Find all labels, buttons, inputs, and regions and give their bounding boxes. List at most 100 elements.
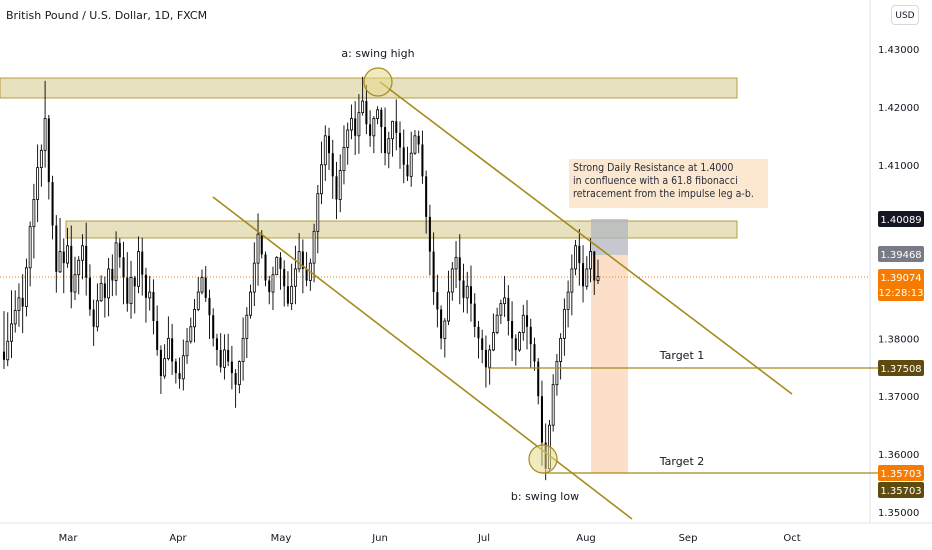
candle-body xyxy=(28,226,32,269)
candle-body xyxy=(51,182,54,226)
candle-body xyxy=(589,251,592,270)
time-axis[interactable]: Mar Apr May Jun Jul Aug Sep Oct xyxy=(59,533,801,544)
candle-body xyxy=(440,309,443,339)
candle-body xyxy=(499,303,503,316)
candle-body xyxy=(24,267,28,307)
candle-body xyxy=(578,245,581,264)
resistance-note[interactable]: Strong Daily Resistance at 1.4000 in con… xyxy=(569,159,768,208)
target1-label: Target 1 xyxy=(659,349,705,362)
candle-body xyxy=(305,268,308,281)
candle-body xyxy=(189,326,193,342)
candle-body xyxy=(293,268,297,287)
candle-body xyxy=(514,338,517,350)
candle-body xyxy=(227,349,230,362)
candle-body xyxy=(350,118,353,131)
currency-button[interactable]: USD xyxy=(891,5,919,25)
price-tick-label: 1.43000 xyxy=(878,45,919,56)
candle-body xyxy=(555,361,559,386)
candle-body xyxy=(320,164,323,195)
candle-body xyxy=(111,268,114,281)
candle-body xyxy=(144,274,147,298)
badge-resistance: 1.40089 xyxy=(878,211,924,227)
swing-high-label: a: swing high xyxy=(341,47,414,60)
candles xyxy=(2,76,600,481)
candle-body xyxy=(465,285,469,299)
candle-body xyxy=(413,135,417,154)
candle-body xyxy=(365,101,368,125)
candle-body xyxy=(462,280,465,298)
candle-body xyxy=(279,257,282,269)
candle-body xyxy=(99,282,103,302)
candle-body xyxy=(533,344,536,362)
price-tick-label: 1.35000 xyxy=(878,508,919,519)
candle-body xyxy=(443,320,447,339)
candle-body xyxy=(402,147,405,165)
candle-body xyxy=(551,384,555,426)
candle-body xyxy=(133,277,136,287)
lower-channel-line[interactable] xyxy=(212,196,633,520)
candle-body xyxy=(249,291,252,316)
candle-body xyxy=(570,268,574,293)
candle-body xyxy=(95,300,99,328)
candle-body xyxy=(529,326,532,345)
candle-body xyxy=(152,292,155,322)
swing-low-marker[interactable] xyxy=(528,444,558,474)
candle-body xyxy=(230,361,233,374)
candle-body xyxy=(406,164,409,177)
chart-title: British Pound / U.S. Dollar, 1D, FXCM xyxy=(6,9,208,22)
candle-body xyxy=(540,396,543,443)
candle-body xyxy=(13,310,17,325)
candle-body xyxy=(507,297,510,322)
candle-body xyxy=(88,277,91,310)
badge-resistance-text: 1.40089 xyxy=(880,215,921,226)
resistance-zone-lower[interactable] xyxy=(65,220,738,239)
candle-body xyxy=(174,361,177,374)
candle-body xyxy=(245,314,249,339)
target2-label: Target 2 xyxy=(659,455,705,468)
candle-body xyxy=(62,251,65,264)
candle-body xyxy=(417,135,420,145)
candle-body xyxy=(559,337,563,362)
badge-target2-b-text: 1.35703 xyxy=(880,486,921,497)
candle-body xyxy=(357,112,361,137)
candle-body xyxy=(395,121,398,133)
candle-body xyxy=(85,245,88,278)
badge-target1: 1.37508 xyxy=(878,360,924,376)
candle-body xyxy=(39,149,43,169)
swing-low-label: b: swing low xyxy=(511,490,579,503)
candle-body xyxy=(491,332,495,351)
candle-body xyxy=(593,251,596,281)
candle-body xyxy=(92,309,95,327)
time-tick-label: Aug xyxy=(576,533,596,544)
target-projection-box[interactable] xyxy=(591,255,628,473)
candle-body xyxy=(163,358,167,377)
candle-body xyxy=(566,291,570,310)
candle-body xyxy=(409,152,413,177)
time-tick-label: Jun xyxy=(371,533,388,544)
candle-body xyxy=(159,349,162,376)
candle-body xyxy=(338,170,342,200)
badge-countdown-text: 12:28:13 xyxy=(879,288,924,299)
candle-body xyxy=(171,338,174,362)
candle-body xyxy=(118,242,121,258)
badge-last-price-text: 1.39074 xyxy=(880,273,921,284)
candle-body xyxy=(342,146,346,171)
candle-body xyxy=(204,277,207,298)
candle-body xyxy=(196,291,200,310)
candle-body xyxy=(70,245,73,293)
badge-upper: 1.39468 xyxy=(878,246,924,262)
candle-body xyxy=(450,268,454,293)
stop-loss-box[interactable] xyxy=(591,219,628,255)
price-tick-label: 1.42000 xyxy=(878,103,919,114)
candle-body xyxy=(126,277,129,304)
badge-target2-a-text: 1.35703 xyxy=(880,469,921,480)
candle-body xyxy=(283,268,286,287)
upper-trendline[interactable] xyxy=(379,81,793,395)
candle-body xyxy=(596,276,600,281)
note-line-1: Strong Daily Resistance at 1.4000 xyxy=(573,162,734,174)
candle-body xyxy=(387,138,391,154)
candle-body xyxy=(185,340,189,357)
swing-high-marker[interactable] xyxy=(363,67,393,97)
candle-body xyxy=(432,251,435,293)
